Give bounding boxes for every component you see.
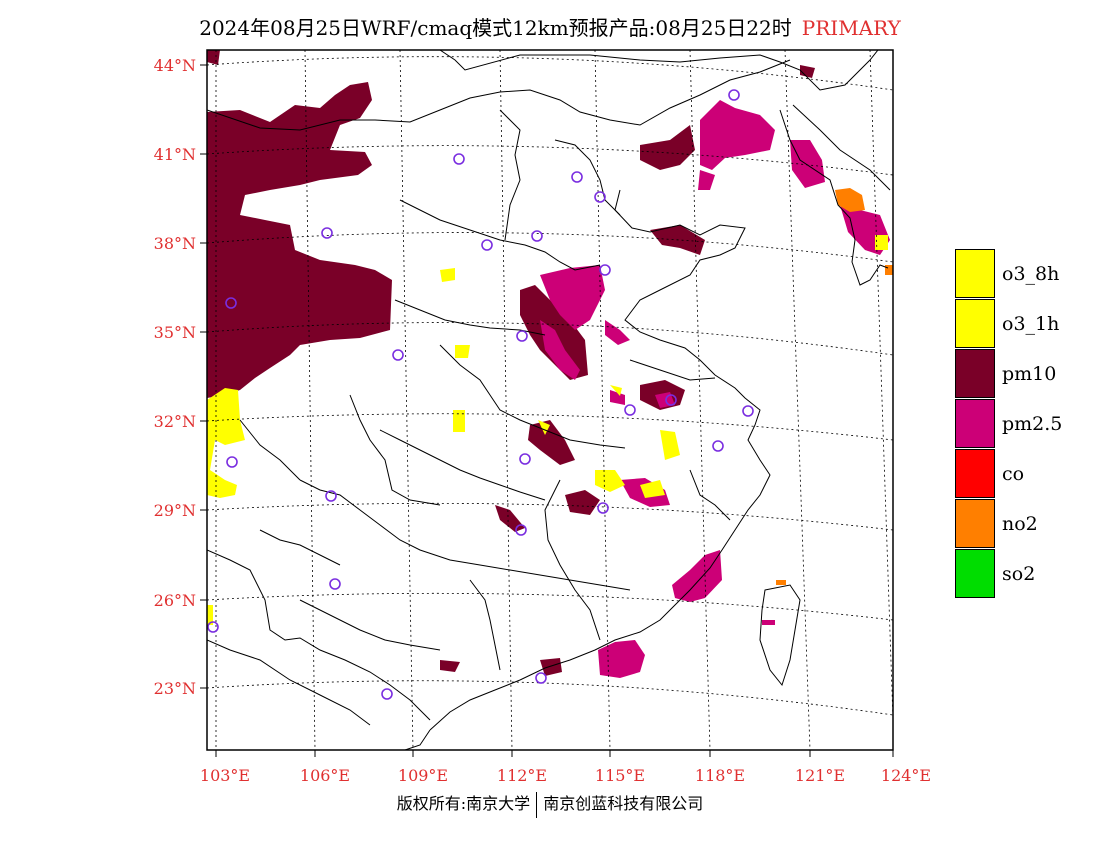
lon-label: 106°E [299, 766, 351, 785]
legend-swatch [955, 349, 995, 398]
legend-swatch [955, 299, 995, 348]
station-marker [519, 453, 531, 465]
station-marker [597, 502, 609, 514]
legend-label: pm10 [1002, 363, 1057, 385]
station-marker [226, 456, 238, 468]
station-marker [712, 440, 724, 452]
pm25-field [540, 100, 890, 678]
legend-label: pm2.5 [1002, 413, 1063, 435]
station-marker [453, 153, 465, 165]
legend-swatch [955, 449, 995, 498]
station-marker [481, 239, 493, 251]
lat-label: 32°N [153, 412, 196, 431]
legend-label: o3_8h [1002, 263, 1060, 285]
legend-swatch [955, 499, 995, 548]
legend-label: o3_1h [1002, 313, 1060, 335]
station-marker [325, 490, 337, 502]
lat-label: 41°N [153, 145, 196, 164]
map-frame [206, 49, 894, 751]
lon-label: 121°E [794, 766, 846, 785]
station-marker [742, 405, 754, 417]
station-marker [392, 349, 404, 361]
legend-label: so2 [1002, 563, 1036, 585]
lat-label: 26°N [153, 591, 196, 610]
lon-label: 109°E [397, 766, 449, 785]
lon-label: 115°E [594, 766, 646, 785]
lat-label: 35°N [153, 323, 196, 342]
station-marker [594, 191, 606, 203]
station-marker [665, 394, 677, 406]
station-markers [207, 89, 754, 700]
o3-field [207, 235, 888, 625]
map-title: 2024年08月25日WRF/cmaq模式12km预报产品:08月25日22时 P… [0, 12, 1100, 41]
legend-swatch [955, 249, 995, 298]
credit-company: 南京创蓝科技有限公司 [543, 794, 704, 813]
lat-label: 29°N [153, 501, 196, 520]
credit-separator [536, 791, 538, 818]
station-marker [624, 404, 636, 416]
station-marker [571, 171, 583, 183]
legend-label: co [1002, 463, 1025, 485]
legend-label: no2 [1002, 513, 1038, 535]
station-marker [531, 230, 543, 242]
station-marker [329, 578, 341, 590]
lon-label: 103°E [199, 766, 251, 785]
station-marker [321, 227, 333, 239]
boundaries [207, 50, 891, 750]
station-marker [381, 688, 393, 700]
lat-label: 44°N [153, 56, 196, 75]
lon-label: 112°E [496, 766, 548, 785]
copyright-credit: 版权所有:南京大学 南京创蓝科技有限公司 [0, 790, 1100, 818]
lon-label: 118°E [694, 766, 746, 785]
station-marker [207, 621, 219, 633]
lon-label: 124°E [880, 766, 932, 785]
station-marker [728, 89, 740, 101]
axis-ticks [200, 64, 894, 757]
graticule [207, 50, 893, 750]
station-marker [515, 524, 527, 536]
title-tag: PRIMARY [801, 16, 901, 40]
lat-label: 38°N [153, 234, 196, 253]
station-marker [225, 297, 237, 309]
station-marker [535, 672, 547, 684]
station-marker [599, 264, 611, 276]
legend-swatch [955, 549, 995, 598]
credit-owner: 版权所有:南京大学 [396, 794, 531, 813]
legend-swatch [955, 399, 995, 448]
title-text: 2024年08月25日WRF/cmaq模式12km预报产品:08月25日22时 [199, 16, 792, 40]
lat-label: 23°N [153, 679, 196, 698]
station-marker [516, 330, 528, 342]
